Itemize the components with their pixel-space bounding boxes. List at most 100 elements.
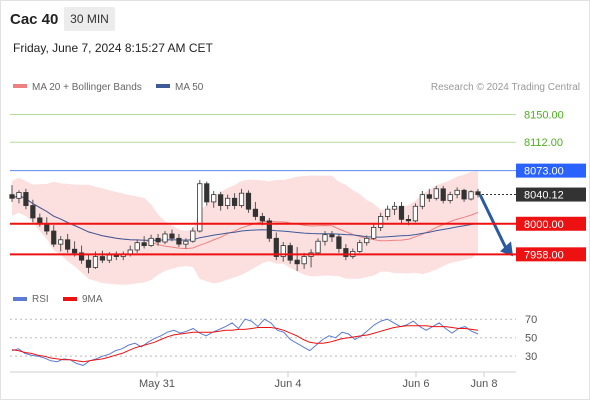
ma9-legend-swatch (63, 297, 77, 301)
ma20-legend-swatch (13, 84, 27, 88)
candle (287, 242, 293, 264)
candle (169, 229, 175, 242)
candle-body (468, 191, 474, 200)
candle (447, 191, 453, 204)
candle (9, 185, 15, 202)
ma50-line (11, 194, 479, 241)
level-target: 8150.00 (10, 110, 564, 122)
level-label: 7958.00 (524, 249, 564, 261)
candle (315, 238, 321, 255)
candle-body (169, 233, 175, 239)
candle (162, 231, 168, 245)
candle (468, 190, 474, 201)
candle (65, 233, 71, 253)
candle-body (454, 189, 460, 196)
candle (141, 236, 147, 249)
candle-body (245, 192, 252, 210)
candle (238, 188, 245, 208)
candle-body (148, 237, 154, 247)
candle-body (447, 194, 453, 201)
x-tick-label: Jun 4 (275, 378, 302, 390)
forecast-arrow-shaft (478, 193, 508, 249)
candle-body (273, 237, 279, 257)
candle (412, 203, 419, 223)
candle (419, 191, 425, 210)
candle (266, 217, 272, 242)
level-label: 8000.00 (524, 219, 564, 231)
candle-body (287, 245, 293, 261)
candle-body (225, 197, 231, 206)
candle-body (16, 192, 22, 199)
candle-body (106, 254, 112, 261)
candle-body (197, 183, 203, 232)
candle-body (71, 248, 78, 254)
candle (343, 244, 349, 261)
candle (225, 194, 231, 210)
candle-body (398, 205, 405, 220)
candle (23, 188, 29, 210)
candle (16, 190, 22, 204)
candle (155, 233, 161, 246)
candle (58, 236, 64, 252)
candle-body (155, 237, 161, 243)
candle (294, 247, 300, 272)
candle-body (384, 208, 391, 217)
candle (454, 187, 460, 199)
candle-body (322, 234, 328, 242)
candle (190, 227, 196, 243)
candle (273, 232, 279, 261)
rsi-tick-label: 70 (525, 314, 537, 326)
candle-body (65, 239, 71, 250)
candle (357, 239, 363, 253)
x-tick-label: Jun 8 (471, 378, 498, 390)
ma20-legend-label: MA 20 + Bollinger Bands (32, 82, 142, 93)
candle (211, 191, 217, 208)
symbol-title: Cac 40 (10, 11, 59, 28)
candle-body (92, 256, 99, 268)
candle-body (58, 239, 64, 245)
bollinger-band (12, 171, 478, 285)
level-label: 8040.12 (524, 190, 564, 202)
candle-body (357, 242, 363, 252)
candle (336, 233, 342, 253)
candle-body (51, 230, 57, 245)
candle (398, 201, 405, 224)
candle (433, 185, 439, 201)
candle (30, 199, 36, 223)
candle-body (294, 259, 300, 265)
level-label-box (516, 163, 586, 178)
candle (245, 190, 252, 213)
candle (51, 225, 57, 248)
level-support: 7958.00 (10, 247, 586, 262)
candle-body (378, 216, 384, 228)
candle-body (9, 194, 15, 199)
level-support: 8000.00 (10, 216, 586, 231)
candle-body (218, 194, 224, 206)
x-tick-label: Jun 6 (403, 378, 430, 390)
candle-body (419, 194, 425, 207)
level-label-box (516, 216, 586, 231)
ma50-legend-label: MA 50 (175, 82, 204, 93)
candle-body (134, 242, 140, 251)
candle-body (412, 205, 419, 222)
candle-body (30, 205, 36, 219)
candle-body (405, 218, 412, 222)
candle-body (231, 197, 238, 206)
level-pivot-up: 8073.00 (10, 163, 586, 178)
candle (176, 233, 182, 248)
rsi-tick-label: 50 (525, 333, 537, 345)
candle (329, 231, 335, 242)
candle-body (23, 192, 29, 206)
candle-body (371, 226, 377, 239)
candle-body (99, 256, 106, 261)
candle (364, 235, 370, 246)
ma9-legend-label: 9MA (82, 294, 103, 305)
candle (218, 191, 224, 211)
timestamp: Friday, June 7, 2024 8:15:27 AM CET (13, 41, 213, 55)
candle-body (238, 192, 245, 206)
candle-body (204, 183, 210, 203)
timeframe-button[interactable]: 30 MIN (64, 7, 115, 31)
candle-body (280, 245, 286, 257)
candle (371, 223, 377, 240)
